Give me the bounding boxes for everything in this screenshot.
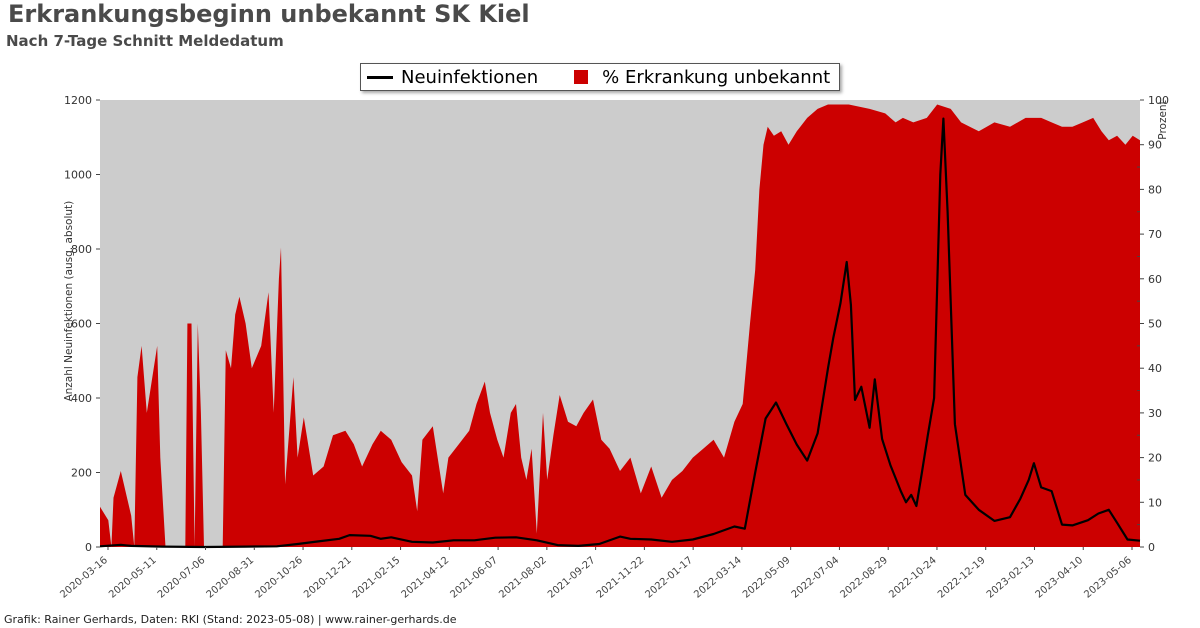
x-tick-label: 2022-03-14: [692, 555, 744, 601]
x-tick-label: 2023-02-13: [985, 555, 1037, 601]
y2-tick-label: 100: [1148, 94, 1169, 107]
y-tick-label: 800: [71, 243, 92, 256]
x-tick-label: 2020-10-26: [253, 555, 305, 601]
legend-label-erkrankung-unbekannt: % Erkrankung unbekannt: [602, 66, 831, 88]
x-tick-label: 2023-05-06: [1082, 555, 1134, 601]
x-tick-label: 2022-01-17: [643, 555, 695, 601]
x-tick-label: 2021-08-02: [497, 555, 549, 601]
x-tick-label: 2020-03-16: [58, 555, 110, 601]
y-tick-label: 1200: [64, 94, 92, 107]
x-tick-label: 2020-07-06: [156, 555, 208, 601]
y-tick-label: 600: [71, 318, 92, 331]
y2-tick-label: 0: [1148, 541, 1155, 554]
x-tick-label: 2022-07-04: [790, 555, 842, 601]
y2-tick-label: 90: [1148, 139, 1162, 152]
series-line-neuinfektionen: [99, 117, 1141, 549]
y2-axis-label: Prozent: [1157, 100, 1169, 139]
y2-tick-label: 30: [1148, 407, 1162, 420]
line-layer: [99, 117, 1141, 549]
y-tick-label: 400: [71, 392, 92, 405]
x-tick-label: 2022-05-09: [741, 555, 793, 601]
area-layer: [100, 104, 1140, 547]
legend-line-swatch: [367, 75, 393, 79]
x-tick-label: 2021-11-22: [595, 555, 647, 601]
x-tick-label: 2021-04-12: [400, 555, 452, 601]
y2-tick-label: 40: [1148, 362, 1162, 375]
y2-tick-label: 80: [1148, 183, 1162, 196]
x-tick-label: 2020-05-11: [107, 555, 159, 601]
x-tick-label: 2022-08-29: [839, 555, 891, 601]
y2-tick-label: 60: [1148, 273, 1162, 286]
y-axis-label: Anzahl Neuinfektionen (ausg. absolut): [63, 201, 75, 402]
legend-label-neuinfektionen: Neuinfektionen: [401, 66, 539, 88]
x-tick-label: 2022-10-24: [887, 555, 939, 601]
y2-tick-label: 50: [1148, 318, 1162, 331]
y-tick-label: 200: [71, 467, 92, 480]
y2-tick-label: 10: [1148, 496, 1162, 509]
x-tick-label: 2022-12-19: [936, 555, 988, 601]
chart-title: Erkrankungsbeginn unbekannt SK Kiel: [8, 0, 530, 28]
chart-subtitle: Nach 7-Tage Schnitt Meldedatum: [6, 32, 284, 50]
x-tick-label: 2020-08-31: [205, 555, 257, 601]
legend-area-swatch: [574, 70, 589, 84]
x-tick-label: 2021-06-07: [448, 555, 500, 601]
footer-credit: Grafik: Rainer Gerhards, Daten: RKI (Sta…: [4, 613, 457, 626]
x-tick-label: 2020-12-21: [302, 555, 354, 601]
y-tick-label: 0: [85, 541, 92, 554]
y-tick-label: 1000: [64, 169, 92, 182]
x-tick-label: 2021-09-27: [546, 555, 598, 601]
x-tick-label: 2021-02-15: [351, 555, 403, 601]
y2-tick-label: 70: [1148, 228, 1162, 241]
y2-tick-label: 20: [1148, 452, 1162, 465]
legend-item-neuinfektionen: Neuinfektionen: [361, 67, 538, 88]
series-area-erkrankung-unbekannt: [100, 104, 1140, 547]
x-tick-label: 2023-04-10: [1034, 555, 1086, 601]
chart-legend: Neuinfektionen % Erkrankung unbekannt: [360, 63, 840, 91]
legend-item-erkrankung-unbekannt: % Erkrankung unbekannt: [538, 67, 830, 88]
